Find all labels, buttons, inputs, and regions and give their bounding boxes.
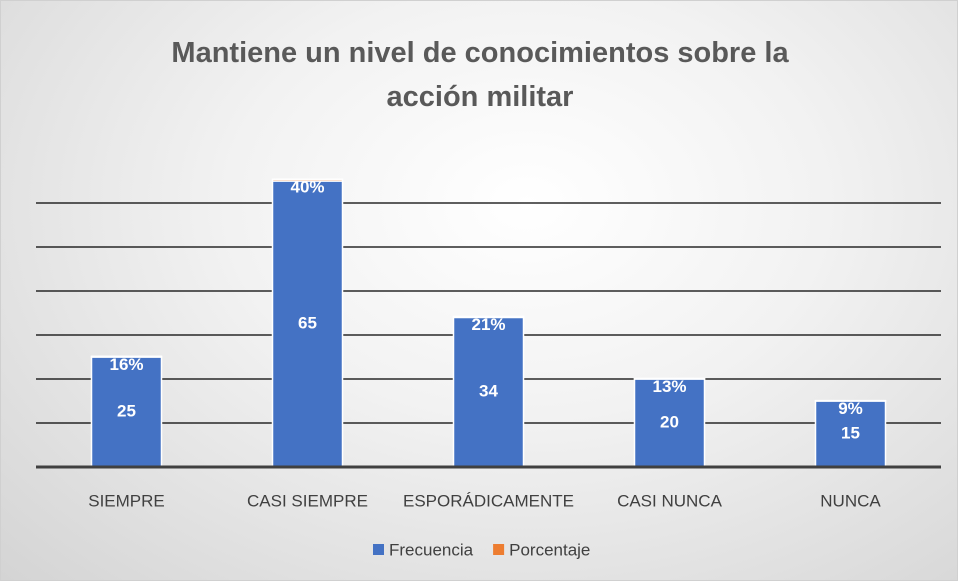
data-label: 25 (117, 401, 136, 420)
x-tick-label: CASI SIEMPRE (247, 491, 368, 510)
legend-label: Frecuencia (389, 540, 474, 559)
legend-swatch (373, 544, 384, 555)
data-label: 20 (660, 412, 679, 431)
data-label: 9% (838, 399, 863, 418)
data-label: 15 (841, 423, 860, 442)
x-tick-label: SIEMPRE (88, 491, 165, 510)
data-label: 34 (479, 382, 498, 401)
data-label: 13% (652, 377, 686, 396)
legend-swatch (493, 544, 504, 555)
x-tick-label: CASI NUNCA (617, 491, 723, 510)
data-label: 65 (298, 313, 317, 332)
data-label: 21% (471, 315, 505, 334)
x-tick-label: NUNCA (820, 491, 881, 510)
data-label: 40% (290, 178, 324, 197)
x-tick-label: ESPORÁDICAMENTE (403, 491, 574, 510)
legend-label: Porcentaje (509, 540, 590, 559)
data-label: 16% (109, 355, 143, 374)
